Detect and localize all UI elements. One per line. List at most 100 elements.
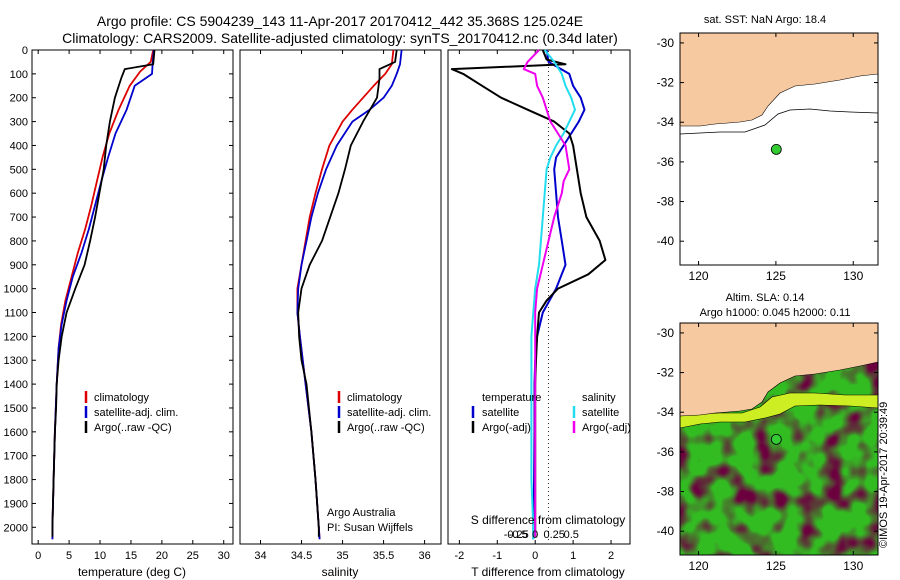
map-x-tick-label: 120 <box>689 269 709 283</box>
difference-lines <box>450 49 607 540</box>
x-tick-label: 34 <box>254 550 266 562</box>
map-x-tick-label: 125 <box>766 269 786 283</box>
depth-tick-label: 0 <box>22 45 28 57</box>
temperature-lines <box>51 49 156 540</box>
legend-title-salinity: salinity <box>582 392 616 404</box>
map-y-tick-label: -40 <box>657 524 675 538</box>
imos-timestamp: ©IMOS 19-Apr-2017 20:39:49 <box>878 401 890 548</box>
t-difference-xlabel: T difference from climatology <box>471 565 625 579</box>
depth-tick-label: 1600 <box>4 427 28 439</box>
temperature-plot-frame <box>31 49 234 545</box>
s-tick-label: -0.25 <box>504 529 529 541</box>
x-tick-label: 35 <box>336 550 348 562</box>
salinity-annotation-line1: Argo Australia <box>327 507 396 519</box>
s-tick-label: 0.25 <box>543 529 564 541</box>
legend-label-argo: Argo(..raw -QC) <box>347 422 425 434</box>
sst-depth-contour <box>680 108 878 135</box>
series-line-1 <box>51 49 155 540</box>
sla-map-ticks: 120 125 130 -30 -32 -34 -36 -38 -40 <box>657 323 878 573</box>
x-tick-label: 20 <box>156 550 168 562</box>
series-line-2 <box>297 49 398 537</box>
header-line-1: Argo profile: CS 5904239_143 11-Apr-2017… <box>96 13 584 29</box>
salinity-xticks: 34 34.5 35 35.5 36 <box>254 50 431 562</box>
map-y-tick-label: -34 <box>657 405 675 419</box>
x-tick-label: 10 <box>94 550 106 562</box>
map-x-tick-label: 130 <box>843 559 863 573</box>
depth-tick-label: 1100 <box>4 308 28 320</box>
difference-plot-frame <box>447 49 631 545</box>
sla-argo-marker <box>770 433 782 445</box>
depth-tick-label: 900 <box>10 260 28 272</box>
map-y-tick-label: -38 <box>657 485 675 499</box>
legend-label-climatology: climatology <box>347 392 403 404</box>
temperature-xticks: 0 5 10 15 20 25 30 <box>35 50 230 562</box>
x-tick-label: 1 <box>570 550 576 562</box>
salinity-legend: climatology satellite-adj. clim. Argo(..… <box>337 391 431 434</box>
legend-label-s-satellite: satellite <box>582 407 619 419</box>
x-tick-label: 5 <box>66 550 72 562</box>
salinity-annotation-line2: PI: Susan Wijffels <box>327 522 413 534</box>
sla-map-title-line1: Altim. SLA: 0.14 <box>726 292 805 304</box>
salinity-plot-frame <box>239 49 442 545</box>
map-x-tick-label: 130 <box>843 269 863 283</box>
legend-label-t-satellite: satellite <box>482 407 519 419</box>
difference-legend: temperature satellite Argo(-adj) salinit… <box>471 392 631 434</box>
x-tick-label: 15 <box>125 550 137 562</box>
depth-tick-label: 400 <box>10 140 28 152</box>
sst-map-frame <box>679 32 879 266</box>
depth-tick-label: 800 <box>10 236 28 248</box>
x-tick-label: 34.5 <box>291 550 312 562</box>
map-x-tick-label: 125 <box>766 559 786 573</box>
sst-map: sat. SST: NaN Argo: 18.4 120 125 130 -30 -32… <box>657 14 879 283</box>
legend-title-temperature: temperature <box>482 392 541 404</box>
map-y-tick-label: -36 <box>657 155 675 169</box>
depth-tick-label: 500 <box>10 164 28 176</box>
map-y-tick-label: -34 <box>657 115 675 129</box>
depth-tick-label: 1700 <box>4 451 28 463</box>
series-line-1 <box>296 49 403 540</box>
series-line-0 <box>296 49 395 540</box>
series-line-2 <box>51 49 156 537</box>
depth-tick-label: 1200 <box>4 331 28 343</box>
sla-map: Altim. SLA: 0.14 Argo h1000: 0.045 h2000… <box>657 292 879 573</box>
x-tick-label: 25 <box>187 550 199 562</box>
map-y-tick-label: -32 <box>657 76 675 90</box>
depth-tick-label: 1400 <box>4 379 28 391</box>
s-difference-ticklabels: -0.5-0.25 0 0.250.5 <box>504 529 579 541</box>
s-difference-label: S difference from climatology <box>471 513 626 527</box>
sst-argo-marker <box>770 143 782 155</box>
s-tick-label: -0.5 <box>509 529 528 541</box>
x-tick-label: 2 <box>608 550 614 562</box>
salinity-lines <box>296 49 403 540</box>
series-line-2 <box>530 49 576 540</box>
sla-shelf-band <box>680 392 878 429</box>
legend-label-satellite: satellite-adj. clim. <box>94 407 178 419</box>
x-tick-label: -2 <box>454 550 464 562</box>
sst-land <box>680 33 878 127</box>
map-y-tick-label: -38 <box>657 195 675 209</box>
depth-tick-label: 1300 <box>4 355 28 367</box>
sst-map-ticks: 120 125 130 -30 -32 -34 -36 -38 -40 <box>657 33 878 283</box>
x-tick-label: 30 <box>218 550 230 562</box>
salinity-panel: 34 34.5 35 35.5 36 salinity climatology sate… <box>239 49 442 579</box>
x-tick-label: -1 <box>492 550 502 562</box>
difference-xticks: -2 -1 0 1 2 <box>454 50 614 562</box>
temperature-xlabel: temperature (deg C) <box>78 565 186 579</box>
map-y-tick-label: -30 <box>657 326 675 340</box>
temperature-yticks: 0 100 200 300 400 500 600 700 800 900 1000 1100 1200… <box>4 45 233 534</box>
legend-label-t-argo: Argo(-adj) <box>482 422 531 434</box>
x-tick-label: 0 <box>35 550 41 562</box>
depth-tick-label: 2000 <box>4 522 28 534</box>
legend-label-argo: Argo(..raw -QC) <box>94 422 172 434</box>
difference-panel: -2 -1 0 1 2 S difference from climatology -0… <box>447 49 631 579</box>
depth-tick-label: 300 <box>10 117 28 129</box>
series-line-3 <box>522 49 571 537</box>
x-tick-label: 36 <box>418 550 430 562</box>
depth-tick-label: 1800 <box>4 475 28 487</box>
legend-label-climatology: climatology <box>94 392 150 404</box>
temperature-legend: climatology satellite-adj. clim. Argo(..… <box>84 391 178 434</box>
depth-tick-label: 1000 <box>4 284 28 296</box>
header-line-2: Climatology: CARS2009. Satellite-adjuste… <box>62 30 618 46</box>
series-line-0 <box>532 49 586 540</box>
